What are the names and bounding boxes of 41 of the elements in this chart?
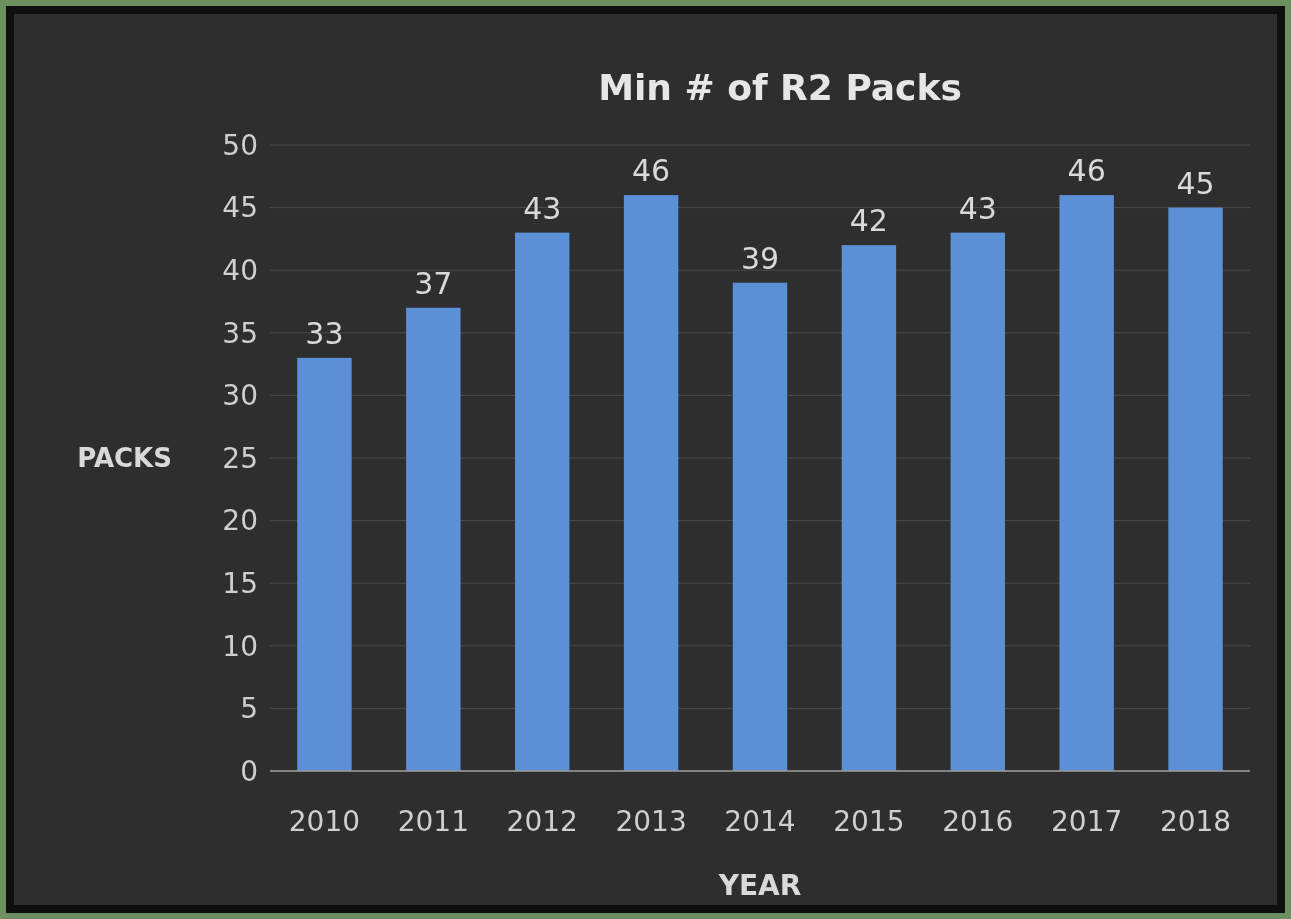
y-tick-label: 40	[222, 254, 258, 287]
y-tick-label: 35	[222, 316, 258, 350]
data-label: 43	[523, 190, 562, 226]
x-tick-label: 2016	[942, 805, 1014, 838]
y-tick-label: 0	[240, 754, 258, 788]
chart-title: Min # of R2 Packs	[598, 67, 962, 108]
y-tick-label: 5	[240, 692, 258, 726]
data-label: 43	[958, 190, 997, 226]
bar	[515, 232, 570, 771]
x-tick-label: 2010	[288, 805, 361, 838]
x-axis-title: YEAR	[717, 869, 802, 902]
y-tick-label: 15	[222, 567, 258, 600]
data-label: 37	[414, 265, 453, 301]
y-tick-label: 10	[222, 629, 258, 663]
x-tick-label: 2013	[615, 805, 687, 838]
data-label: 46	[632, 153, 671, 189]
bar	[623, 195, 679, 771]
bar	[1168, 207, 1223, 771]
bar	[406, 307, 461, 771]
x-tick-label: 2017	[1051, 805, 1123, 838]
bar	[732, 282, 788, 771]
data-label: 45	[1176, 165, 1215, 201]
data-label: 46	[1067, 153, 1106, 189]
x-tick-label: 2015	[833, 805, 905, 838]
y-tick-label: 50	[222, 128, 258, 162]
x-tick-label: 2012	[506, 805, 578, 838]
bar	[1059, 195, 1114, 771]
bar	[841, 245, 897, 771]
bar	[950, 232, 1005, 771]
data-label: 33	[305, 315, 344, 351]
x-tick-label: 2014	[724, 805, 796, 838]
bar	[297, 357, 352, 771]
data-label: 42	[849, 203, 888, 239]
y-tick-label: 25	[222, 441, 258, 475]
y-tick-label: 45	[222, 191, 258, 225]
x-tick-label: 2018	[1159, 805, 1232, 838]
y-axis-title: PACKS	[77, 443, 172, 474]
y-tick-label: 30	[222, 379, 258, 413]
x-tick-label: 2011	[397, 805, 469, 838]
data-label: 39	[740, 240, 780, 276]
y-tick-label: 20	[222, 504, 258, 538]
